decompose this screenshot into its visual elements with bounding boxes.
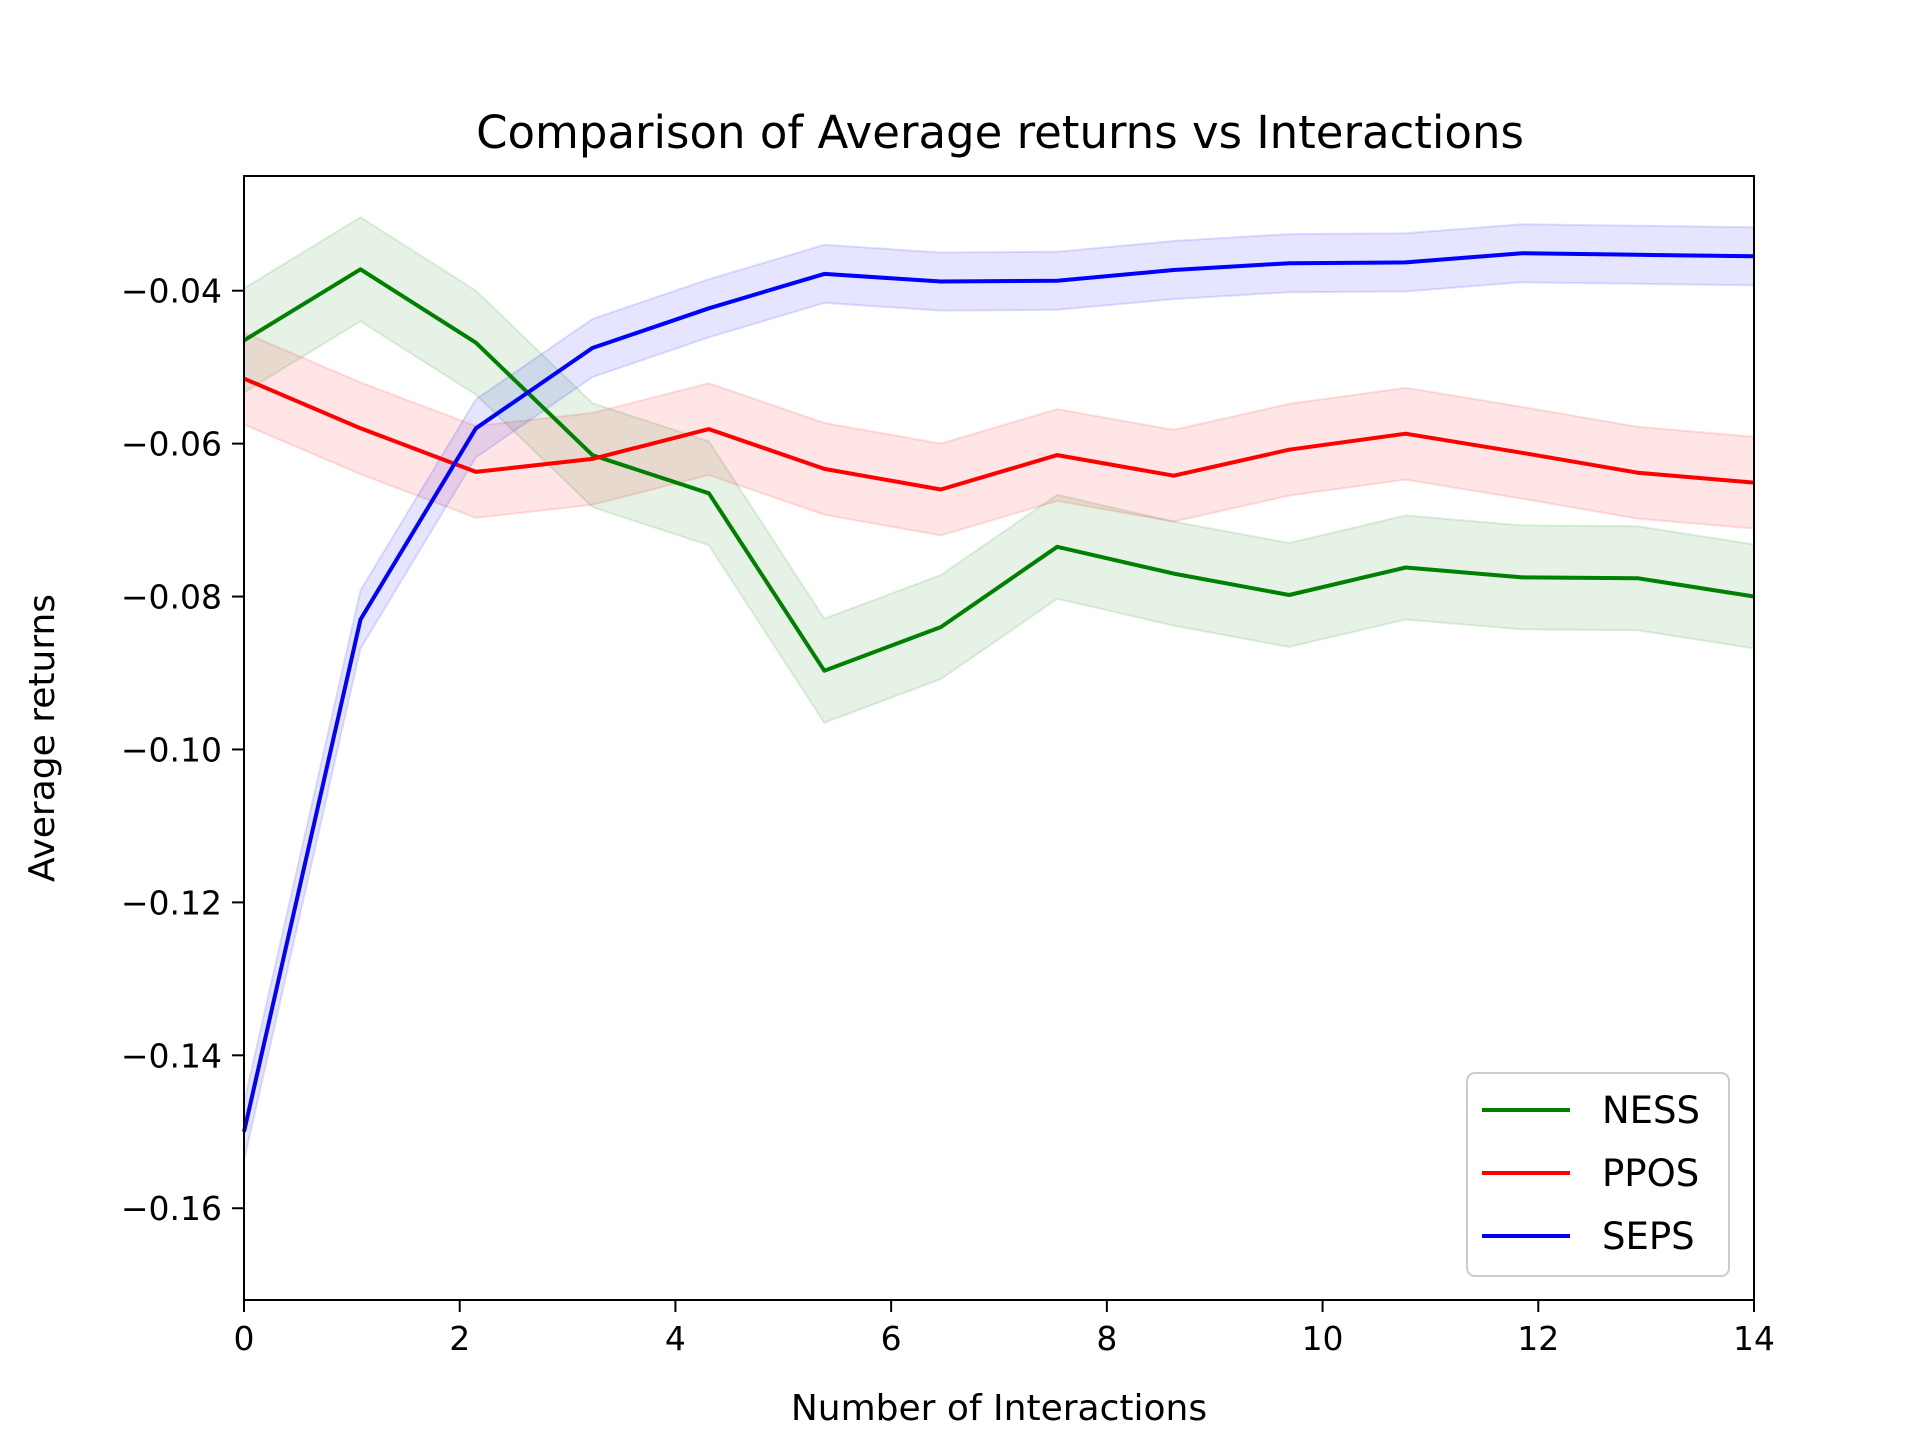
x-tick-label: 6 bbox=[881, 1319, 902, 1358]
series-lines bbox=[242, 251, 1755, 1133]
y-tick-label: −0.10 bbox=[121, 730, 222, 769]
chart-title: Comparison of Average returns vs Interac… bbox=[476, 106, 1524, 159]
y-tick-label: −0.12 bbox=[121, 883, 222, 922]
x-tick-label: 0 bbox=[234, 1319, 255, 1358]
x-axis: 0 2 4 6 8 10 12 14 bbox=[234, 1300, 1775, 1358]
y-axis: −0.16 −0.14 −0.12 −0.10 −0.08 −0.06 −0.04 bbox=[121, 272, 244, 1228]
x-tick-label: 12 bbox=[1517, 1319, 1559, 1358]
plot-frame bbox=[243, 175, 1755, 1301]
series-line-seps bbox=[242, 251, 1755, 1133]
x-tick-label: 10 bbox=[1302, 1319, 1344, 1358]
y-tick-label: −0.14 bbox=[121, 1036, 222, 1075]
y-tick-label: −0.04 bbox=[121, 272, 222, 311]
y-tick-label: −0.08 bbox=[121, 578, 222, 617]
x-tick-label: 4 bbox=[665, 1319, 686, 1358]
legend-label-ness: NESS bbox=[1602, 1089, 1700, 1132]
series-line-ppos bbox=[243, 376, 1755, 492]
y-axis-label: Average returns bbox=[22, 594, 63, 882]
y-tick-label: −0.16 bbox=[121, 1189, 222, 1228]
x-tick-label: 8 bbox=[1096, 1319, 1117, 1358]
legend-label-seps: SEPS bbox=[1602, 1215, 1695, 1258]
series-line-ness bbox=[242, 267, 1755, 673]
x-axis-label: Number of Interactions bbox=[791, 1388, 1207, 1429]
legend: NESS PPOS SEPS bbox=[1466, 1072, 1730, 1277]
legend-label-ppos: PPOS bbox=[1602, 1152, 1699, 1195]
x-tick-label: 14 bbox=[1733, 1319, 1775, 1358]
y-tick-label: −0.06 bbox=[121, 425, 222, 464]
legend-box bbox=[1466, 1072, 1730, 1277]
x-tick-label: 2 bbox=[449, 1319, 470, 1358]
